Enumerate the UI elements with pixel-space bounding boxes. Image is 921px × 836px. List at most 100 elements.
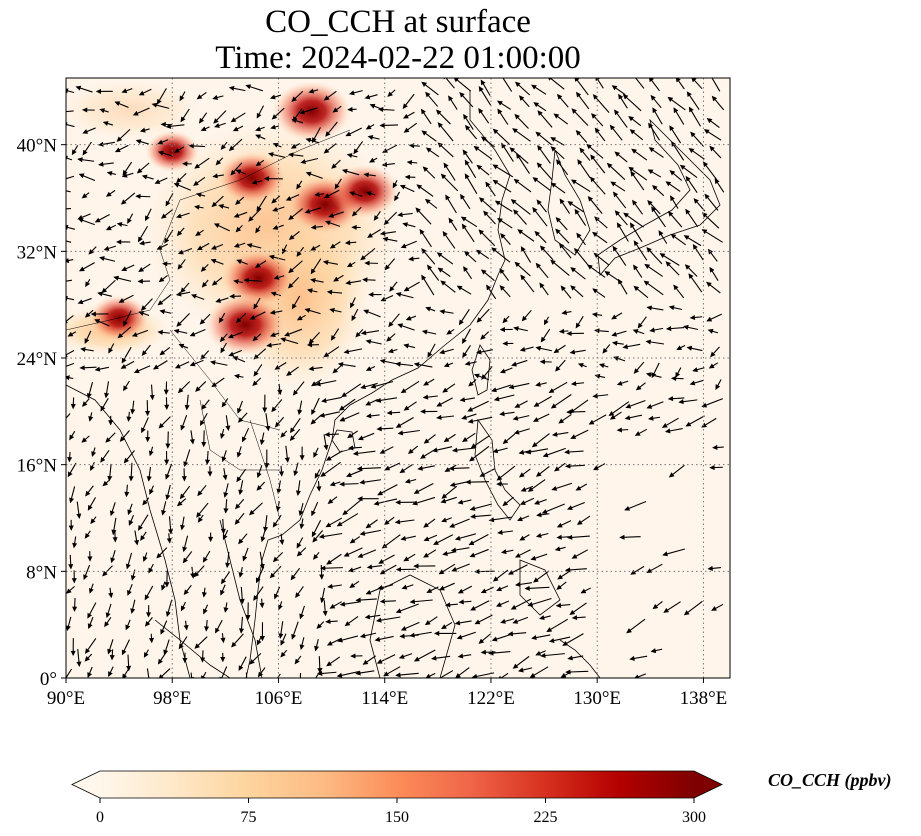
wind-arrow-head [316,670,323,676]
wind-arrow-head [463,113,469,120]
lat-tick-label: 40°N [17,136,58,157]
coastline-borneo [369,574,456,678]
lat-tick-label: 24°N [17,349,58,370]
wind-arrow-head [255,126,261,132]
wind-arrow-head [399,468,406,474]
wind-arrow-head [259,602,265,609]
wind-arrow-head [220,347,226,354]
wind-arrow-head [619,534,625,540]
wind-arrow-head [614,151,621,157]
wind-arrow-head [278,633,284,639]
wind-arrow-head [315,381,321,387]
wind-arrow-head [280,651,286,658]
wind-arrow-head [368,292,374,298]
wind-arrow-head [184,404,190,411]
wind-arrow-head [616,380,623,386]
wind-arrow-head [622,94,629,100]
wind-arrow-head [399,633,405,639]
wind-arrow-head [480,588,487,594]
wind-arrow [276,673,281,678]
wind-arrow-head [492,164,499,170]
wind-arrow-head [260,536,266,543]
wind-arrow-head [330,334,336,341]
wind-arrow-head [319,412,325,418]
wind-arrow-head [571,108,577,114]
wind-arrow-head [469,456,475,462]
wind-arrow-head [689,380,696,386]
wind-arrow-head [425,147,432,153]
wind-arrow-head [403,286,410,292]
wind-arrow-head [182,546,188,553]
wind-arrow-head [423,380,429,386]
wind-arrow-head [559,198,565,205]
wind-arrow-head [272,225,279,230]
wind-arrow-head [94,217,101,223]
wind-arrow-head [377,490,384,496]
wind-arrow-head [365,339,372,345]
wind-arrow-head [542,452,549,458]
wind-arrow-head [166,538,172,544]
wind-arrow-head [703,129,710,135]
wind-arrow-head [179,493,186,500]
wind-arrow-head [550,403,557,409]
wind-arrow-head [252,380,258,387]
wind-arrow-head [176,230,183,237]
wind-arrow-head [164,459,170,465]
wind-arrow-head [684,264,691,270]
wind-arrow-head [289,427,296,434]
wind-arrow-head [643,280,650,286]
wind-arrow-head [272,556,279,563]
wind-arrow-head [566,409,572,415]
wind-arrow-head [712,444,718,450]
wind-arrow-head [81,107,88,113]
wind-arrow-head [533,102,540,108]
wind-arrow-head [517,229,524,235]
wind-arrow-head [161,261,168,267]
wind-arrow-head [248,216,254,222]
wind-arrow-head [181,476,187,482]
wind-arrow-head [535,381,541,387]
wind-arrow-head [87,672,93,678]
colorbar: 0 75 150 225 300 [71,770,723,826]
wind-arrow-head [238,489,244,496]
wind-arrow-head [413,489,420,494]
wind-arrow-head [441,493,448,499]
wind-arrow-head [364,614,371,620]
wind-arrow-head [313,452,318,458]
wind-arrow-head [259,636,265,642]
wind-arrow-head [365,413,372,419]
wind-arrow-head [157,139,164,145]
wind-arrow-head [123,320,128,327]
wind-arrow-head [66,206,67,212]
wind-arrow-head [403,556,410,562]
wind-arrow-head [496,475,503,481]
wind-arrow-head [83,574,88,581]
wind-arrow-head [343,551,350,557]
wind-arrow-head [707,328,714,334]
wind-arrow-head [102,121,109,126]
wind-arrow-head [379,358,386,364]
hotspot [88,294,150,342]
wind-arrow-head [307,288,313,294]
wind-arrow-head [502,438,509,445]
wind-arrow-head [491,387,497,393]
wind-arrow-head [403,127,410,133]
wind-arrow-head [296,183,302,190]
wind-arrow-head [220,589,225,596]
wind-arrow-head [365,191,372,197]
wind-arrow-head [195,386,201,392]
wind-arrow-head [90,311,96,317]
wind-arrow-head [254,262,261,268]
wind-arrow-head [404,174,411,180]
wind-arrow-head [413,563,419,569]
wind-arrow-head [675,78,681,83]
wind-arrow-head [85,281,91,288]
wind-arrow-head [306,342,313,348]
wind-arrow-head [66,588,72,594]
wind-arrow-head [532,417,539,422]
wind-arrow-head [556,522,563,528]
wind-arrow-head [127,218,132,224]
wind-arrow-head [413,656,420,662]
wind-arrow-head [415,207,421,213]
wind-arrow-head [532,177,539,183]
